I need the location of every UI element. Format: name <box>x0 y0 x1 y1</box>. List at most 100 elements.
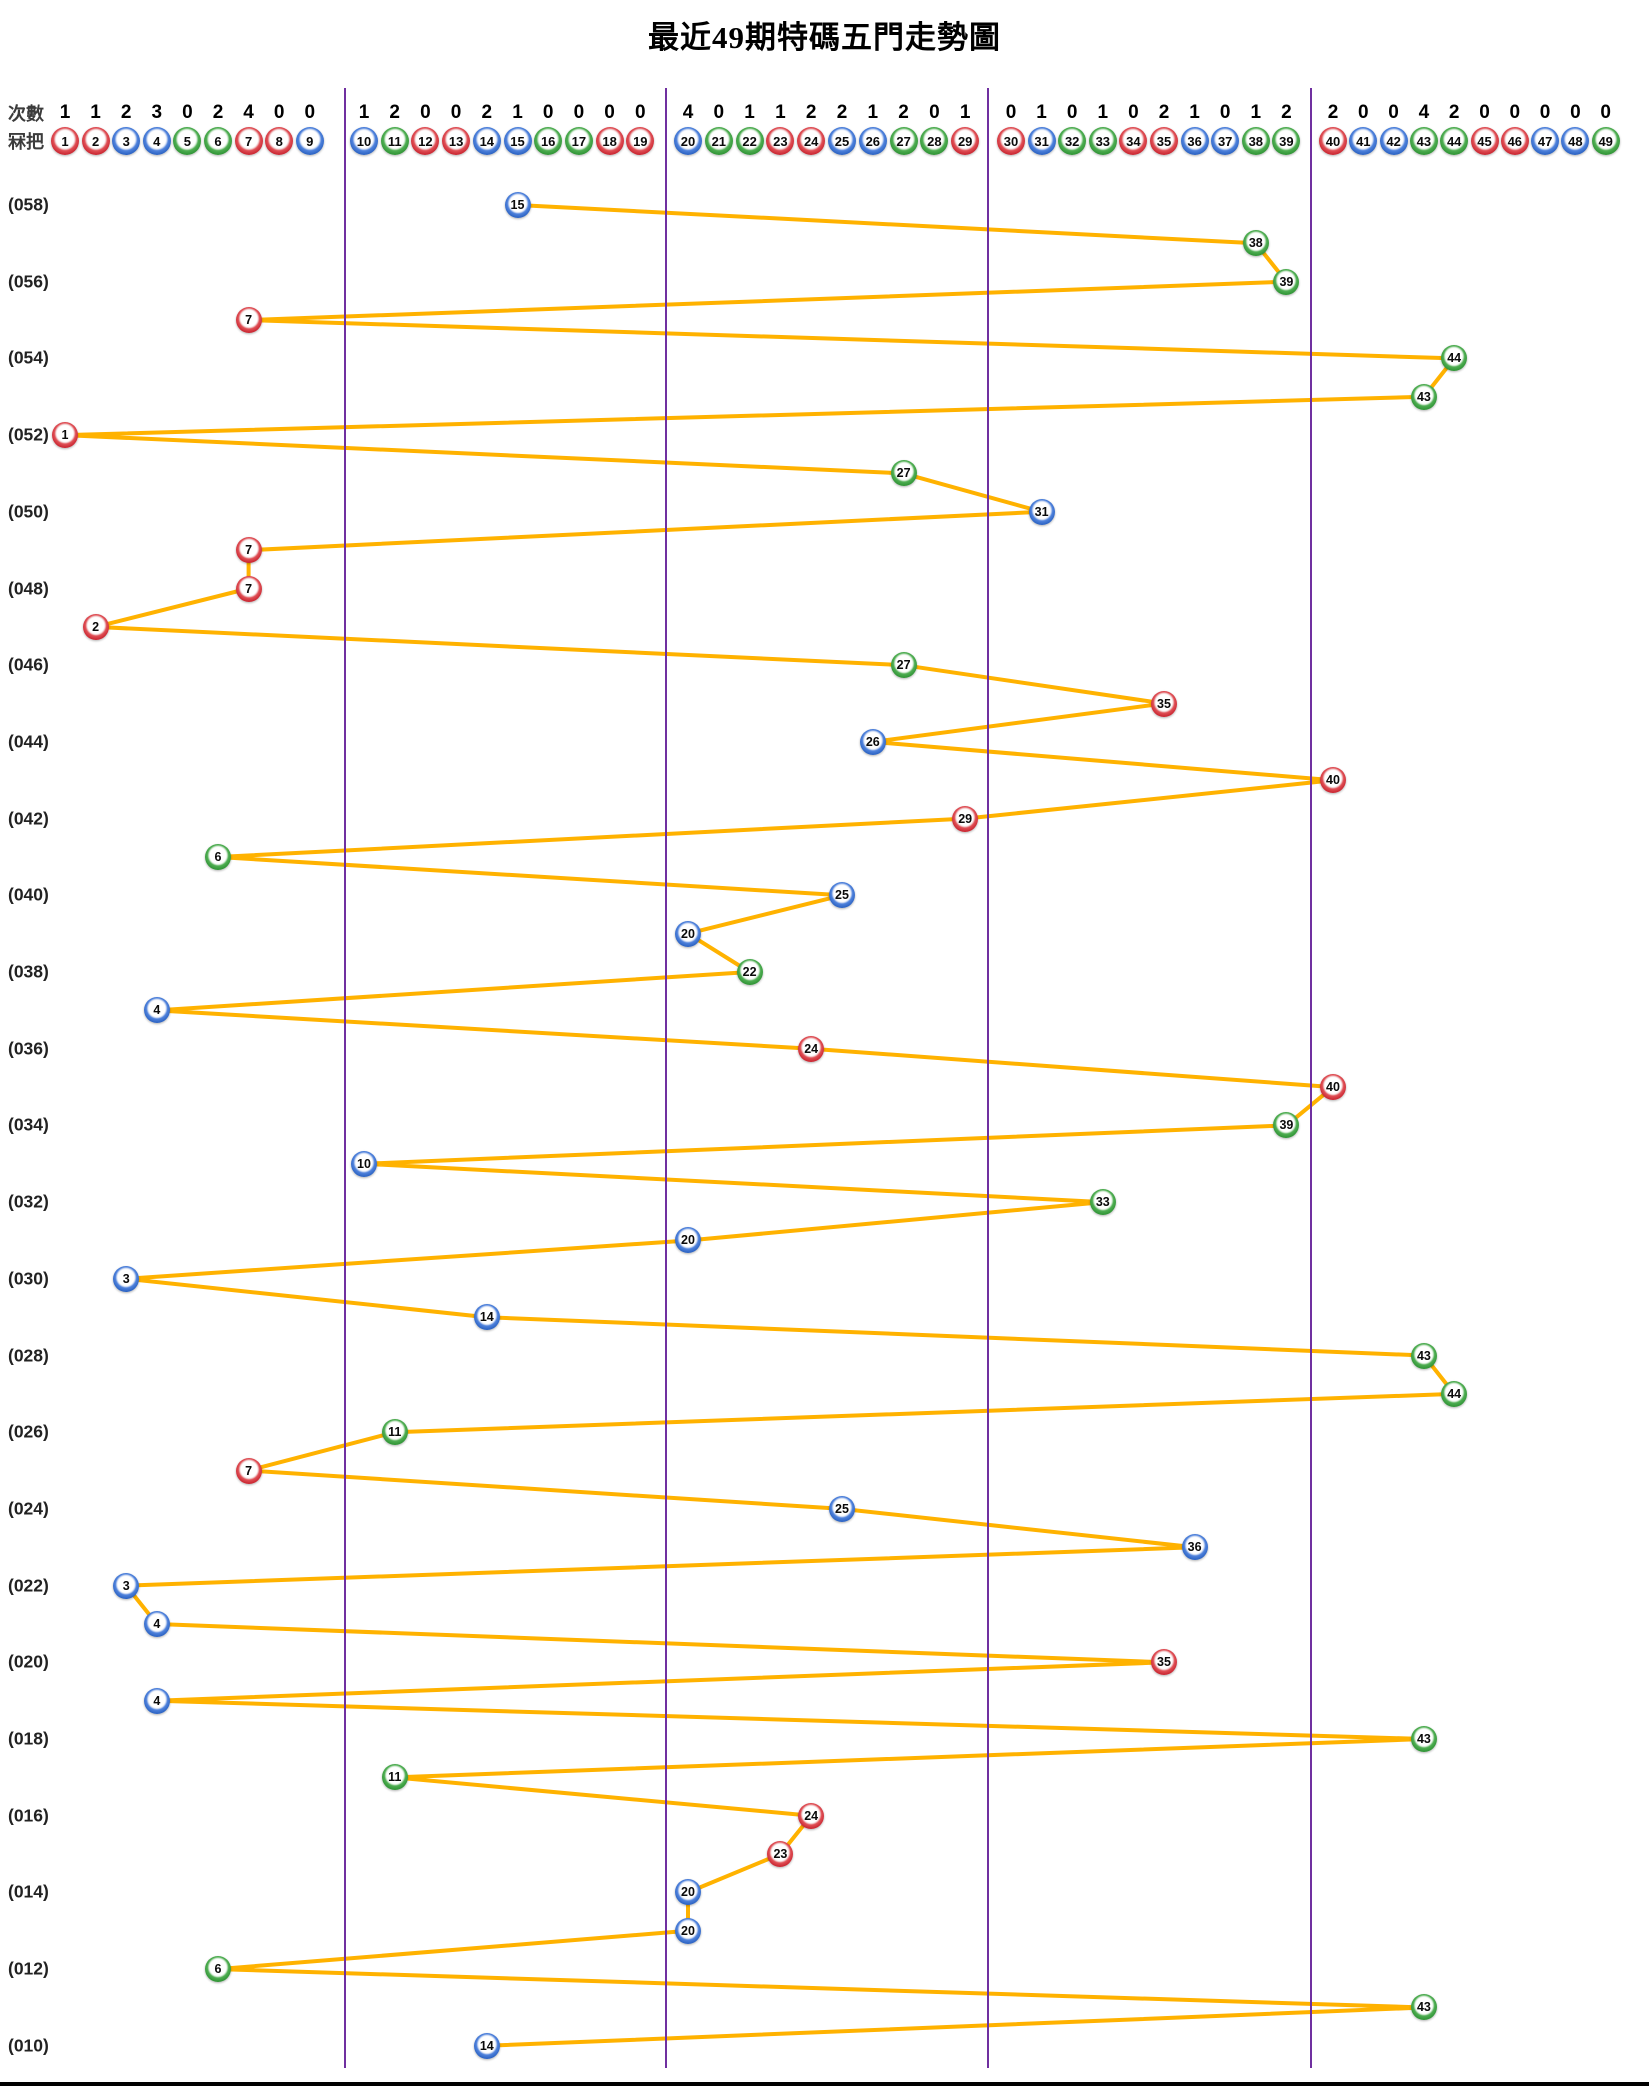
count-ball-48: 0 <box>1570 102 1581 123</box>
count-ball-39: 2 <box>1281 102 1292 123</box>
period-label-058: (058) <box>8 194 49 215</box>
chart-ball-15: 15 <box>504 192 531 218</box>
chart-ball-35: 35 <box>1151 1649 1177 1676</box>
chart-ball-14: 14 <box>473 2032 500 2059</box>
header-ball-24: 24 <box>797 127 826 155</box>
chart-ball-1: 1 <box>52 422 78 449</box>
count-ball-44: 2 <box>1448 102 1460 123</box>
period-label-052: (052) <box>8 424 49 445</box>
chart-ball-33: 33 <box>1089 1189 1116 1216</box>
chart-ball-20: 20 <box>675 920 701 947</box>
header-ball-46: 46 <box>1500 127 1529 155</box>
counts-row-label: 次數 <box>8 104 44 124</box>
count-ball-24: 2 <box>805 102 817 123</box>
chart-ball-3: 3 <box>113 1572 140 1599</box>
header-ball-35: 35 <box>1150 127 1178 155</box>
count-ball-20: 4 <box>682 102 694 123</box>
header-ball-9: 9 <box>295 127 324 155</box>
header-ball-19: 19 <box>626 127 655 155</box>
count-ball-42: 0 <box>1388 102 1399 123</box>
chart-ball-38: 38 <box>1242 230 1269 257</box>
header-ball-27: 27 <box>889 127 918 155</box>
header-ball-26: 26 <box>858 127 887 155</box>
header-ball-29: 29 <box>951 127 980 155</box>
header-ball-25: 25 <box>828 127 856 155</box>
count-ball-36: 1 <box>1189 102 1200 123</box>
period-label-012: (012) <box>8 1958 49 1979</box>
period-label-028: (028) <box>8 1345 49 1365</box>
period-label-044: (044) <box>8 731 49 752</box>
period-label-026: (026) <box>8 1421 49 1442</box>
count-ball-21: 0 <box>713 102 725 123</box>
chart-ball-43: 43 <box>1410 1994 1437 2021</box>
header-ball-45: 45 <box>1470 127 1499 155</box>
chart-ball-20: 20 <box>675 1227 701 1254</box>
header-ball-22: 22 <box>735 127 764 155</box>
header-ball-14: 14 <box>472 127 501 155</box>
period-label-024: (024) <box>8 1498 49 1519</box>
chart-ball-14: 14 <box>473 1304 500 1331</box>
count-ball-3: 2 <box>120 102 132 123</box>
chart-ball-20: 20 <box>675 1917 701 1944</box>
count-ball-17: 0 <box>573 102 585 123</box>
period-label-050: (050) <box>8 501 49 522</box>
period-label-018: (018) <box>8 1728 49 1749</box>
chart-ball-44: 44 <box>1441 1380 1468 1407</box>
header-ball-32: 32 <box>1058 127 1087 155</box>
header-ball-3: 3 <box>112 127 141 155</box>
group-divider-3 <box>987 88 989 2068</box>
chart-title: 最近49期特碼五門走勢圖 <box>648 20 1001 55</box>
header-ball-39: 39 <box>1272 127 1301 155</box>
count-ball-12: 0 <box>420 102 431 123</box>
chart-ball-4: 4 <box>143 997 170 1024</box>
period-label-038: (038) <box>8 961 49 982</box>
header-ball-31: 31 <box>1027 127 1056 155</box>
count-ball-35: 2 <box>1158 102 1170 123</box>
count-ball-13: 0 <box>450 102 462 123</box>
chart-ball-39: 39 <box>1273 268 1300 295</box>
period-label-048: (048) <box>8 578 49 598</box>
chart-ball-3: 3 <box>113 1265 140 1292</box>
count-ball-38: 1 <box>1250 102 1262 123</box>
trend-polyline <box>63 203 1457 2048</box>
count-ball-16: 0 <box>542 102 554 123</box>
header-ball-1: 1 <box>51 127 79 155</box>
chart-ball-26: 26 <box>859 728 886 755</box>
chart-ball-7: 7 <box>235 537 262 564</box>
period-label-016: (016) <box>8 1805 49 1826</box>
period-label-034: (034) <box>8 1114 49 1135</box>
header-ball-28: 28 <box>920 127 949 155</box>
header-ball-36: 36 <box>1180 127 1209 155</box>
chart-ball-27: 27 <box>890 652 917 679</box>
chart-ball-10: 10 <box>351 1150 377 1177</box>
count-ball-22: 1 <box>744 102 755 123</box>
chart-ball-43: 43 <box>1410 1342 1437 1369</box>
header-ball-4: 4 <box>142 127 171 155</box>
header-ball-8: 8 <box>265 127 294 155</box>
chart-ball-7: 7 <box>235 307 262 334</box>
period-label-030: (030) <box>8 1268 49 1289</box>
count-ball-1: 1 <box>59 102 71 123</box>
count-ball-6: 2 <box>212 102 224 123</box>
period-label-014: (014) <box>8 1881 49 1902</box>
count-ball-29: 1 <box>959 102 971 123</box>
chart-ball-40: 40 <box>1320 1074 1346 1101</box>
count-ball-45: 0 <box>1479 102 1490 123</box>
count-ball-46: 0 <box>1509 102 1521 123</box>
period-label-022: (022) <box>8 1575 49 1596</box>
numbers-row-label: 冧把 <box>8 132 44 152</box>
chart-ball-36: 36 <box>1181 1534 1208 1561</box>
count-ball-25: 2 <box>836 102 848 123</box>
chart-ball-6: 6 <box>205 1956 231 1983</box>
chart-ball-24: 24 <box>798 1035 825 1062</box>
count-ball-30: 0 <box>1005 102 1017 123</box>
header-ball-23: 23 <box>766 127 795 155</box>
period-label-040: (040) <box>8 884 49 905</box>
period-label-032: (032) <box>8 1191 49 1212</box>
count-ball-47: 0 <box>1539 102 1551 123</box>
count-ball-23: 1 <box>775 102 786 123</box>
chart-ball-29: 29 <box>952 805 979 832</box>
header-ball-42: 42 <box>1379 127 1408 155</box>
count-ball-2: 1 <box>90 102 101 123</box>
